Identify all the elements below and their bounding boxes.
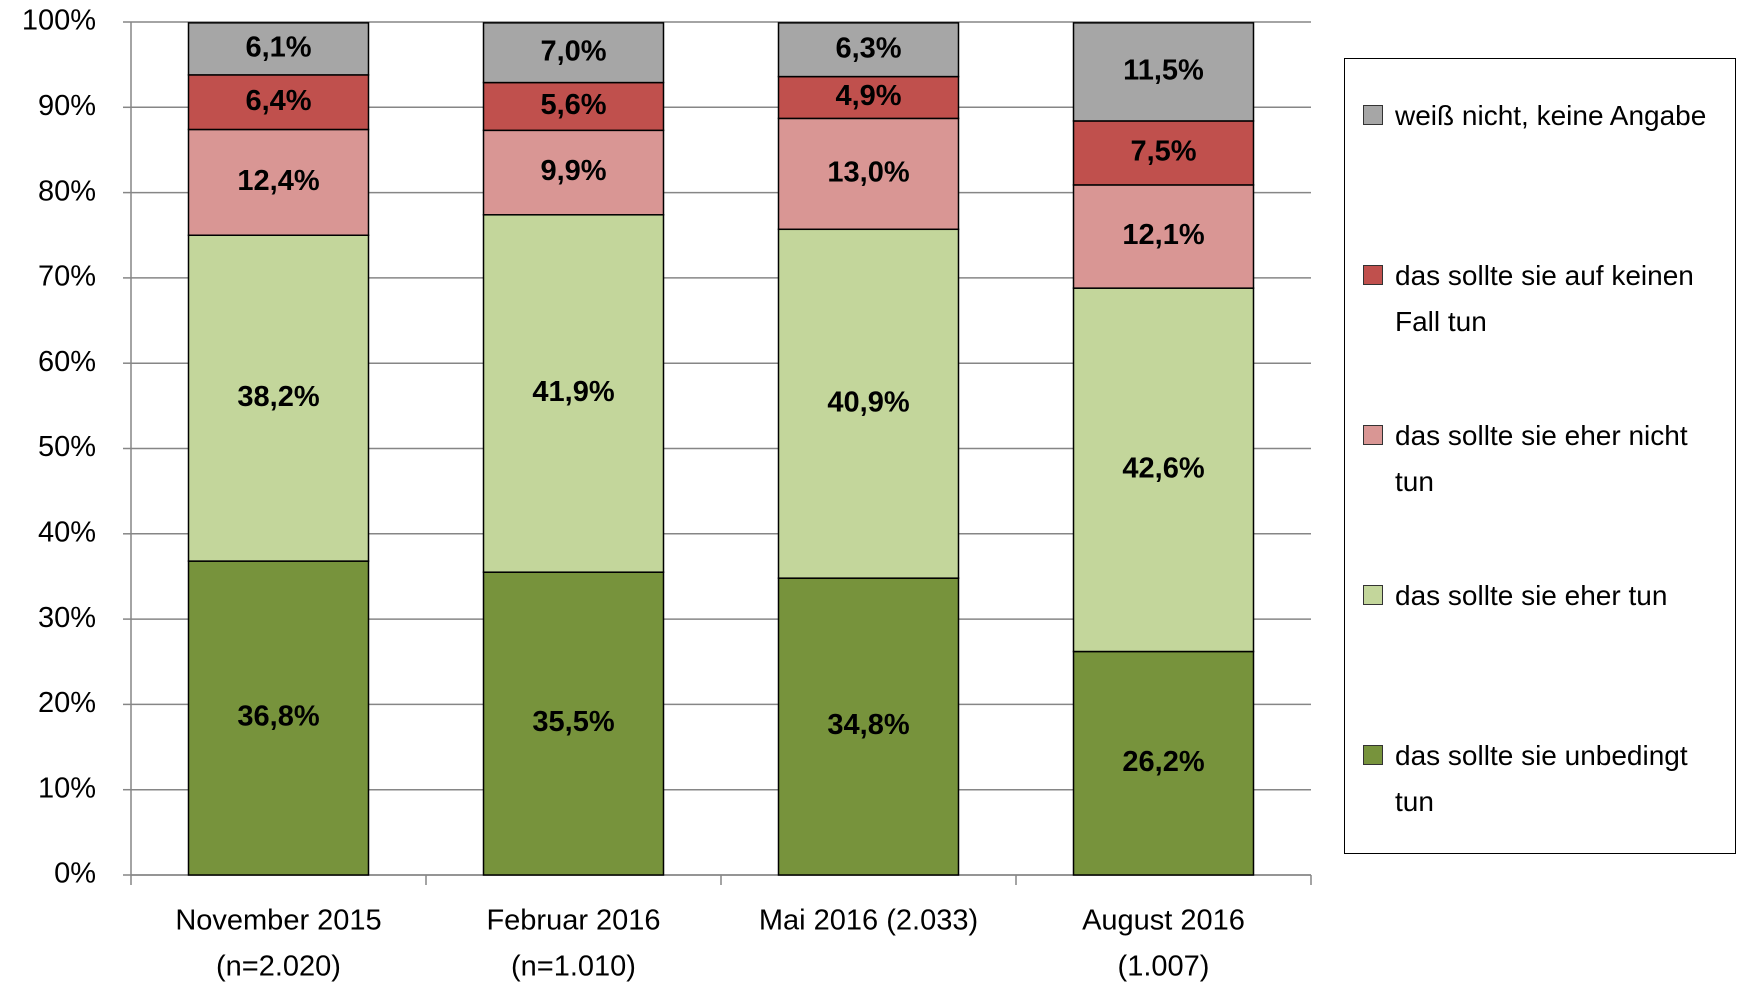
legend-swatch	[1363, 105, 1383, 125]
bar-segment	[1072, 650, 1255, 876]
bar-segment	[187, 128, 370, 236]
y-tick-label: 80%	[38, 175, 96, 207]
x-tick-label: (n=1.010)	[511, 951, 636, 983]
bar-segment	[187, 74, 370, 131]
bar-segment	[482, 81, 665, 132]
bar-segment	[1072, 22, 1255, 122]
value-label: 6,4%	[245, 85, 311, 117]
bar-segment	[482, 214, 665, 573]
bar-segment	[187, 22, 370, 76]
y-tick-label: 0%	[54, 858, 96, 890]
value-label: 41,9%	[532, 376, 614, 408]
legend-swatch	[1363, 425, 1383, 445]
legend-label: das sollte sie unbedingt tun	[1395, 740, 1688, 817]
bar-segment	[777, 75, 960, 120]
legend-label: das sollte sie eher nicht tun	[1395, 420, 1688, 497]
legend-label: weiß nicht, keine Angabe	[1395, 100, 1707, 131]
y-tick-label: 100%	[22, 5, 96, 37]
legend-label: das sollte sie eher tun	[1395, 580, 1668, 611]
y-tick-label: 60%	[38, 346, 96, 378]
value-label: 12,4%	[237, 165, 319, 197]
value-label: 38,2%	[237, 381, 319, 413]
value-label: 12,1%	[1122, 219, 1204, 251]
value-label: 26,2%	[1122, 746, 1204, 778]
legend-swatch	[1363, 745, 1383, 765]
legend-swatch	[1363, 265, 1383, 285]
value-label: 11,5%	[1123, 55, 1204, 87]
value-label: 7,5%	[1130, 136, 1196, 168]
value-label: 42,6%	[1122, 452, 1204, 484]
value-label: 6,1%	[245, 32, 311, 64]
bar-segment	[187, 234, 370, 562]
value-label: 9,9%	[540, 155, 606, 187]
legend-label: das sollte sie auf keinen Fall tun	[1395, 260, 1694, 337]
x-tick-label: November 2015	[175, 905, 381, 937]
x-tick-label: (1.007)	[1118, 951, 1210, 983]
value-label: 4,9%	[835, 80, 901, 112]
x-tick-label: Februar 2016	[486, 905, 660, 937]
legend: das sollte sie unbedingt tun das sollte s…	[1344, 58, 1736, 854]
bar-segment	[1072, 120, 1255, 186]
value-label: 40,9%	[827, 386, 909, 418]
y-tick-label: 30%	[38, 602, 96, 634]
bar-segment	[482, 22, 665, 84]
x-tick-label: August 2016	[1082, 905, 1245, 937]
legend-swatch	[1363, 585, 1383, 605]
bar-segment	[482, 571, 665, 876]
bar-segment	[777, 117, 960, 231]
y-tick-label: 10%	[38, 772, 96, 804]
x-tick-label: Mai 2016 (2.033)	[759, 905, 978, 937]
x-tick-label: (n=2.020)	[216, 951, 341, 983]
bar-segment	[1072, 184, 1255, 289]
value-label: 5,6%	[540, 89, 606, 121]
value-label: 36,8%	[237, 701, 319, 733]
y-tick-label: 90%	[38, 90, 96, 122]
bar-segment	[187, 560, 370, 876]
value-label: 35,5%	[532, 706, 614, 738]
value-label: 7,0%	[540, 35, 606, 67]
y-tick-label: 20%	[38, 687, 96, 719]
y-tick-label: 50%	[38, 431, 96, 463]
y-tick-label: 70%	[38, 261, 96, 293]
value-label: 6,3%	[835, 32, 901, 64]
bar-segment	[1072, 287, 1255, 653]
bar-segment	[777, 22, 960, 78]
y-tick-label: 40%	[38, 516, 96, 548]
value-label: 34,8%	[827, 709, 909, 741]
bar-segment	[777, 577, 960, 876]
value-label: 13,0%	[827, 156, 909, 188]
